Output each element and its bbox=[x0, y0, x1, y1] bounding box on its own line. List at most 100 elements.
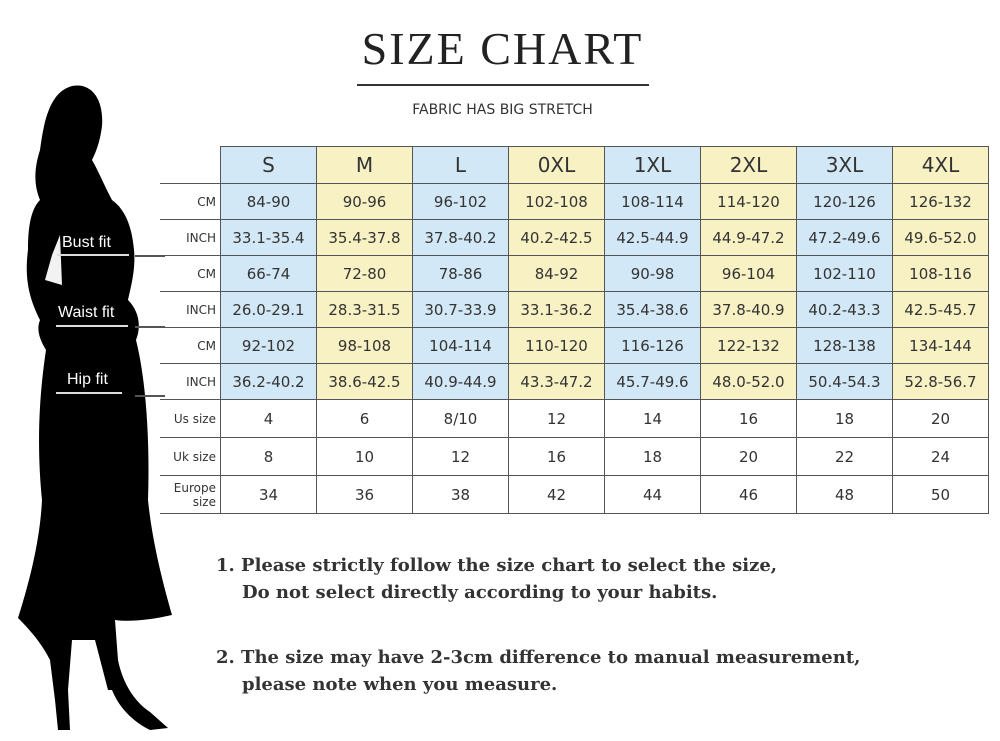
table-cell: 20 bbox=[700, 437, 797, 476]
table-cell: 78-86 bbox=[412, 255, 509, 292]
table-cell: 44.9-47.2 bbox=[700, 219, 797, 256]
table-cell: 126-132 bbox=[892, 183, 989, 220]
table-cell: 14 bbox=[604, 399, 701, 438]
table-cell: 104-114 bbox=[412, 327, 509, 364]
table-cell: 18 bbox=[604, 437, 701, 476]
table-cell: 8 bbox=[220, 437, 317, 476]
table-cell: 34 bbox=[220, 475, 317, 514]
table-row: CM 66-74 72-80 78-86 84-92 90-98 96-104 102-110… bbox=[160, 255, 989, 292]
table-cell: 12 bbox=[412, 437, 509, 476]
table-cell: 16 bbox=[508, 437, 605, 476]
table-cell: 102-108 bbox=[508, 183, 605, 220]
table-row: CM 92-102 98-108 104-114 110-120 116-126 122-1… bbox=[160, 327, 989, 364]
table-cell: 66-74 bbox=[220, 255, 317, 292]
row-label: Us size bbox=[160, 399, 221, 438]
table-row: INCH 26.0-29.1 28.3-31.5 30.7-33.9 33.1-36.2… bbox=[160, 291, 989, 328]
size-header-s: S bbox=[220, 146, 317, 184]
size-table: S M L 0XL 1XL 2XL 3XL 4XL CM 84-90 90-96 96-102 102-… bbox=[160, 146, 989, 514]
size-header-1xl: 1XL bbox=[604, 146, 701, 184]
size-header-0xl: 0XL bbox=[508, 146, 605, 184]
table-cell: 114-120 bbox=[700, 183, 797, 220]
row-label: CM bbox=[160, 255, 221, 292]
table-cell: 22 bbox=[796, 437, 893, 476]
table-cell: 84-92 bbox=[508, 255, 605, 292]
table-row: Us size 4 6 8/10 12 14 16 18 20 bbox=[160, 399, 989, 438]
table-cell: 49.6-52.0 bbox=[892, 219, 989, 256]
table-cell: 36.2-40.2 bbox=[220, 363, 317, 400]
bust-fit-underline bbox=[57, 254, 129, 256]
table-cell: 40.2-43.3 bbox=[796, 291, 893, 328]
table-cell: 48.0-52.0 bbox=[700, 363, 797, 400]
table-cell: 28.3-31.5 bbox=[316, 291, 413, 328]
table-cell: 35.4-37.8 bbox=[316, 219, 413, 256]
note-1-line-1: 1. Please strictly follow the size chart… bbox=[216, 555, 778, 576]
table-cell: 46 bbox=[700, 475, 797, 514]
table-row: INCH 36.2-40.2 38.6-42.5 40.9-44.9 43.3-47.2… bbox=[160, 363, 989, 400]
size-header-2xl: 2XL bbox=[700, 146, 797, 184]
table-cell: 90-96 bbox=[316, 183, 413, 220]
group-divider bbox=[135, 255, 165, 257]
table-cell: 98-108 bbox=[316, 327, 413, 364]
table-cell: 134-144 bbox=[892, 327, 989, 364]
table-cell: 40.9-44.9 bbox=[412, 363, 509, 400]
table-cell: 128-138 bbox=[796, 327, 893, 364]
table-cell: 43.3-47.2 bbox=[508, 363, 605, 400]
table-cell: 6 bbox=[316, 399, 413, 438]
table-cell: 52.8-56.7 bbox=[892, 363, 989, 400]
table-cell: 42.5-45.7 bbox=[892, 291, 989, 328]
table-cell: 12 bbox=[508, 399, 605, 438]
hip-fit-label: Hip fit bbox=[67, 371, 108, 388]
table-cell: 48 bbox=[796, 475, 893, 514]
note-2-line-2: please note when you measure. bbox=[242, 674, 558, 695]
size-header-l: L bbox=[412, 146, 509, 184]
table-cell: 35.4-38.6 bbox=[604, 291, 701, 328]
corner-cell bbox=[160, 146, 221, 184]
table-row: INCH 33.1-35.4 35.4-37.8 37.8-40.2 40.2-42.5… bbox=[160, 219, 989, 256]
row-label: INCH bbox=[160, 363, 221, 400]
table-cell: 8/10 bbox=[412, 399, 509, 438]
row-label: Uk size bbox=[160, 437, 221, 476]
table-cell: 45.7-49.6 bbox=[604, 363, 701, 400]
row-label: CM bbox=[160, 183, 221, 220]
table-cell: 108-116 bbox=[892, 255, 989, 292]
waist-fit-underline bbox=[56, 325, 128, 327]
table-cell: 26.0-29.1 bbox=[220, 291, 317, 328]
group-divider bbox=[135, 395, 165, 397]
table-cell: 40.2-42.5 bbox=[508, 219, 605, 256]
table-cell: 30.7-33.9 bbox=[412, 291, 509, 328]
table-row: Uk size 8 10 12 16 18 20 22 24 bbox=[160, 437, 989, 476]
table-cell: 33.1-36.2 bbox=[508, 291, 605, 328]
row-label: Europe size bbox=[160, 475, 221, 514]
table-cell: 92-102 bbox=[220, 327, 317, 364]
table-cell: 102-110 bbox=[796, 255, 893, 292]
table-cell: 116-126 bbox=[604, 327, 701, 364]
title-underline bbox=[357, 84, 649, 86]
waist-fit-label: Waist fit bbox=[58, 304, 115, 321]
table-cell: 84-90 bbox=[220, 183, 317, 220]
table-cell: 37.8-40.9 bbox=[700, 291, 797, 328]
bust-fit-label: Bust fit bbox=[62, 234, 111, 251]
table-cell: 42 bbox=[508, 475, 605, 514]
table-cell: 47.2-49.6 bbox=[796, 219, 893, 256]
table-cell: 10 bbox=[316, 437, 413, 476]
header-row: S M L 0XL 1XL 2XL 3XL 4XL bbox=[160, 146, 989, 184]
note-2: 2. The size may have 2-3cm difference to… bbox=[216, 644, 860, 698]
table-cell: 50 bbox=[892, 475, 989, 514]
row-label: INCH bbox=[160, 219, 221, 256]
table-cell: 50.4-54.3 bbox=[796, 363, 893, 400]
table-cell: 110-120 bbox=[508, 327, 605, 364]
group-divider bbox=[135, 326, 165, 328]
note-1: 1. Please strictly follow the size chart… bbox=[216, 552, 777, 606]
table-cell: 120-126 bbox=[796, 183, 893, 220]
table-cell: 18 bbox=[796, 399, 893, 438]
table-row: CM 84-90 90-96 96-102 102-108 108-114 114-120 1… bbox=[160, 183, 989, 220]
page-title: SIZE CHART bbox=[361, 23, 644, 74]
table-cell: 20 bbox=[892, 399, 989, 438]
woman-silhouette-icon bbox=[18, 85, 172, 730]
note-2-line-1: 2. The size may have 2-3cm difference to… bbox=[216, 647, 861, 668]
table-row: Europe size 34 36 38 42 44 46 48 50 bbox=[160, 475, 989, 514]
table-cell: 36 bbox=[316, 475, 413, 514]
row-label: INCH bbox=[160, 291, 221, 328]
hip-fit-underline bbox=[56, 392, 122, 394]
table-cell: 37.8-40.2 bbox=[412, 219, 509, 256]
